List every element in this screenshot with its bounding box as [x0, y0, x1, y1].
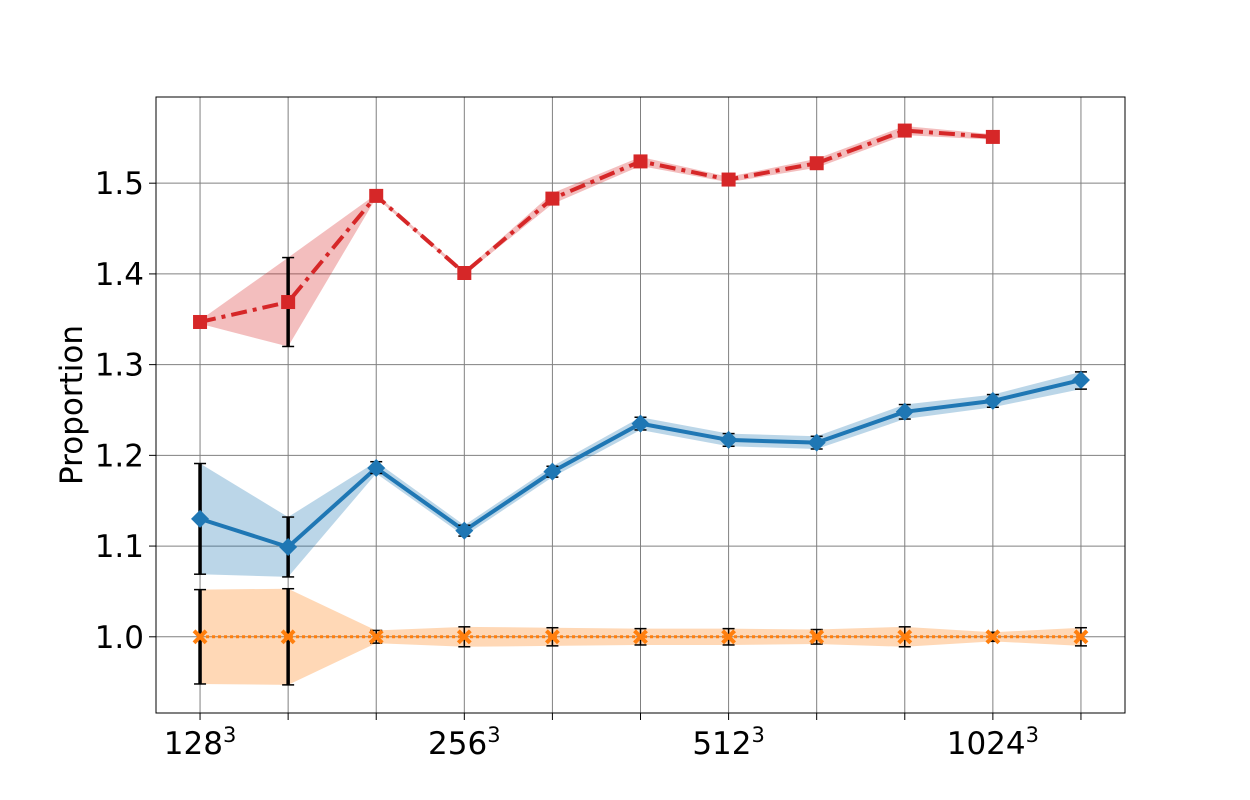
data-point-square	[281, 295, 296, 310]
series-0-line	[199, 128, 994, 324]
x-tick-label-exponent: 3	[751, 723, 764, 747]
y-tick-label: 1.3	[95, 348, 144, 384]
x-tick-label: 5123	[692, 723, 765, 762]
data-point-x	[985, 629, 1001, 645]
data-point-x-stroke	[280, 629, 296, 645]
data-point-square	[809, 156, 824, 171]
data-point-x	[897, 629, 913, 645]
data-point-square	[633, 154, 648, 169]
y-tick-label: 1.5	[95, 166, 144, 202]
data-point-x-stroke	[809, 629, 825, 645]
y-tick-label: 1.4	[95, 257, 144, 293]
y-tick-label: 1.0	[95, 620, 144, 656]
grid	[156, 97, 1125, 713]
series-0-band	[200, 126, 993, 347]
x-tick-label-base: 512	[692, 726, 751, 762]
data-point-diamond	[455, 521, 474, 540]
data-point-diamond	[631, 414, 650, 433]
data-point-x	[1073, 629, 1089, 645]
data-point-x-stroke	[368, 629, 384, 645]
y-tick-label: 1.1	[95, 529, 144, 565]
data-point-x-stroke	[633, 629, 648, 645]
series-markers	[191, 123, 1090, 645]
x-tick-label-base: 1024	[947, 726, 1026, 762]
data-point-x	[280, 629, 296, 645]
x-tick-label: 1283	[164, 723, 237, 762]
data-point-x	[368, 629, 384, 645]
x-tick-label-base: 128	[164, 726, 223, 762]
series-1-band	[200, 371, 1081, 577]
data-point-x-stroke	[544, 629, 560, 645]
x-tick-label-exponent: 3	[487, 723, 500, 747]
x-tick-label: 2563	[428, 723, 501, 762]
data-point-x-stroke	[1073, 629, 1089, 645]
data-point-x	[809, 629, 825, 645]
data-point-diamond	[279, 537, 298, 556]
data-point-diamond	[1071, 371, 1090, 390]
data-point-diamond	[807, 433, 826, 452]
y-tick-label: 1.2	[95, 438, 144, 474]
data-point-x	[633, 629, 648, 645]
data-point-diamond	[895, 402, 914, 421]
data-point-square	[721, 172, 736, 187]
data-point-square	[985, 129, 1000, 144]
data-point-x	[544, 629, 560, 645]
data-point-square	[457, 266, 472, 280]
data-point-square	[369, 188, 384, 203]
data-point-diamond	[367, 459, 386, 478]
data-point-diamond	[983, 391, 1002, 410]
x-tick-label-exponent: 3	[1026, 723, 1039, 747]
data-point-square	[193, 314, 208, 329]
data-point-x	[456, 629, 472, 645]
data-point-x-stroke	[985, 629, 1001, 645]
data-point-square	[897, 123, 912, 138]
x-tick-label-base: 256	[428, 726, 487, 762]
data-point-x-stroke	[192, 629, 208, 645]
data-point-x-stroke	[456, 629, 472, 645]
data-point-x	[721, 629, 737, 645]
y-axis-label: Proportion	[54, 325, 90, 485]
data-point-square	[545, 191, 560, 206]
x-tick-label-exponent: 3	[223, 723, 236, 747]
data-point-x	[192, 629, 208, 645]
x-tick-label: 10243	[947, 723, 1039, 762]
data-point-x-stroke	[721, 629, 737, 645]
data-point-diamond	[543, 462, 562, 481]
data-point-x-stroke	[897, 629, 913, 645]
data-point-diamond	[719, 430, 738, 449]
data-point-diamond	[191, 509, 210, 528]
